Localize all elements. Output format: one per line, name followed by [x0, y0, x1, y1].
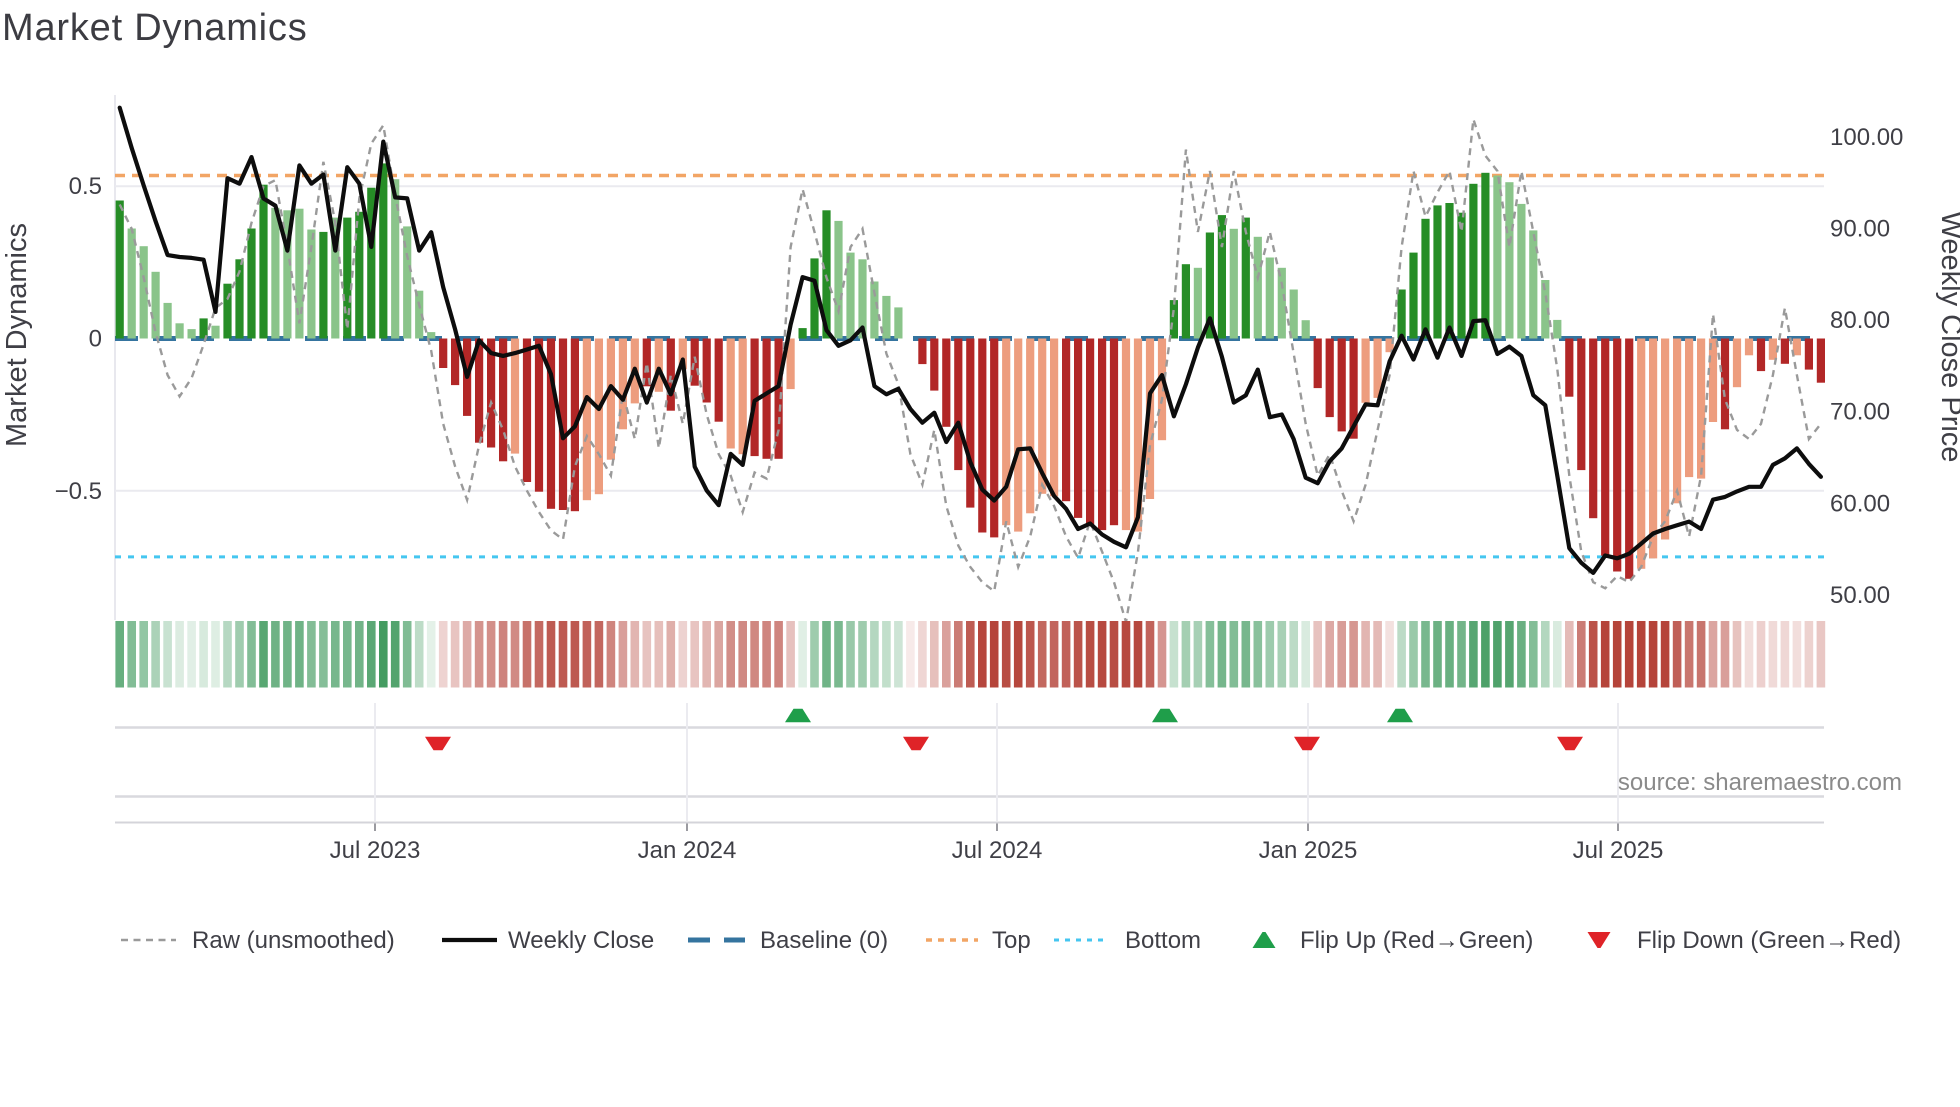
svg-text:Flip Up (Red→Green): Flip Up (Red→Green)	[1300, 927, 1533, 954]
svg-text:−0.5: −0.5	[55, 478, 102, 505]
svg-text:60.00: 60.00	[1830, 490, 1890, 517]
svg-text:Jan 2024: Jan 2024	[638, 837, 737, 864]
svg-text:Baseline (0): Baseline (0)	[760, 927, 888, 954]
svg-text:0: 0	[89, 326, 102, 353]
svg-text:70.00: 70.00	[1830, 399, 1890, 426]
svg-text:50.00: 50.00	[1830, 582, 1890, 609]
svg-text:100.00: 100.00	[1830, 124, 1903, 151]
svg-text:Jul 2024: Jul 2024	[952, 837, 1043, 864]
svg-text:Weekly Close Price: Weekly Close Price	[1935, 212, 1960, 463]
svg-text:80.00: 80.00	[1830, 307, 1890, 334]
svg-text:Top: Top	[992, 927, 1031, 954]
svg-text:Bottom: Bottom	[1125, 927, 1201, 954]
svg-text:Jul 2023: Jul 2023	[330, 837, 421, 864]
svg-text:Flip Down (Green→Red): Flip Down (Green→Red)	[1637, 927, 1901, 954]
svg-text:0.5: 0.5	[69, 173, 102, 200]
svg-text:Jan 2025: Jan 2025	[1259, 837, 1358, 864]
svg-text:Market Dynamics: Market Dynamics	[1, 223, 33, 447]
svg-text:Weekly Close: Weekly Close	[508, 927, 654, 954]
svg-text:Jul 2025: Jul 2025	[1573, 837, 1664, 864]
svg-text:source: sharemaestro.com: source: sharemaestro.com	[1618, 769, 1902, 796]
svg-text:Raw (unsmoothed): Raw (unsmoothed)	[192, 927, 395, 954]
svg-text:90.00: 90.00	[1830, 216, 1890, 243]
